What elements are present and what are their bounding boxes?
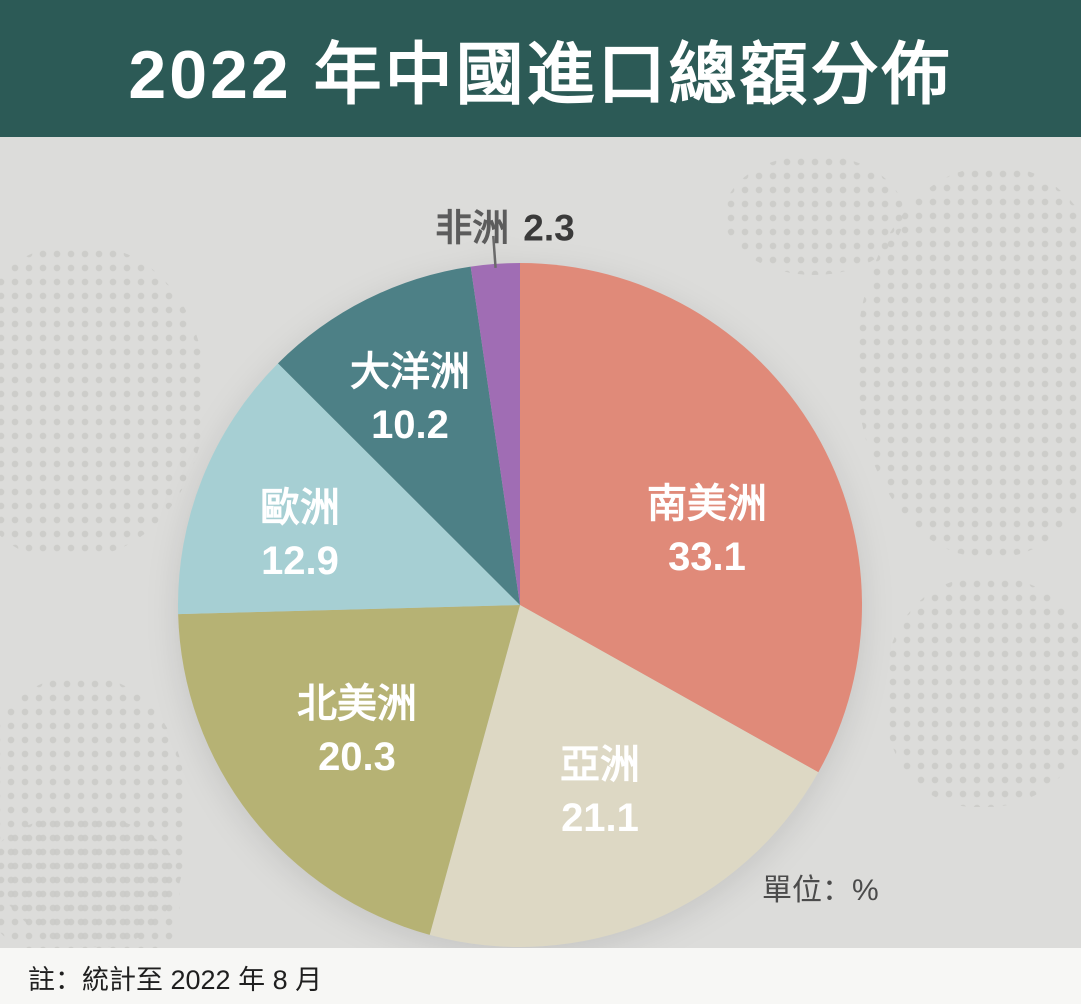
page-title: 2022 年中國進口總額分佈 — [128, 37, 953, 113]
slice-label-south-america: 南美洲 33.1 — [647, 478, 767, 584]
slice-value: 10.2 — [371, 403, 449, 447]
slice-label-oceania: 大洋洲 10.2 — [350, 346, 470, 452]
slice-value: 20.3 — [318, 735, 396, 779]
slice-value: 2.3 — [523, 207, 575, 249]
map-dots-patch — [724, 155, 904, 275]
map-dots-patch — [886, 577, 1081, 807]
pie-chart — [178, 235, 863, 948]
footer: 註：統計至 2022 年 8 月 資料來源：中國海關總署 — [0, 948, 1081, 1004]
pie-slice-2 — [178, 605, 520, 935]
leader-line-africa — [492, 235, 497, 268]
map-dots-patch — [0, 247, 206, 557]
pie-slice-3 — [178, 363, 520, 615]
slice-label-north-america: 北美洲 20.3 — [297, 678, 417, 784]
slice-label-asia: 亞洲 21.1 — [560, 739, 640, 845]
footnote: 註：統計至 2022 年 8 月 — [28, 965, 323, 995]
pie-slice-4 — [277, 266, 520, 605]
slice-value: 12.9 — [261, 539, 339, 583]
slice-name: 歐洲 — [260, 485, 340, 530]
slice-name: 亞洲 — [560, 742, 640, 787]
unit-label: 單位：% — [762, 874, 879, 907]
slice-label-africa: 非洲 2.3 — [435, 203, 574, 252]
slice-name: 非洲 — [435, 207, 510, 249]
footnote-source: 資料來源：中國海關總署 — [28, 998, 325, 1004]
pie-slice-0 — [520, 263, 863, 773]
header-banner: 2022 年中國進口總額分佈 — [0, 0, 1081, 137]
chart-area: 南美洲 33.1 亞洲 21.1 北美洲 20.3 歐洲 12.9 大洋洲 10… — [0, 137, 1081, 948]
slice-value: 33.1 — [668, 535, 746, 579]
slice-label-europe: 歐洲 12.9 — [260, 482, 340, 588]
map-dots-patch — [0, 817, 180, 948]
pie-slice-1 — [429, 605, 819, 948]
slice-value: 21.1 — [561, 796, 639, 840]
slice-name: 南美洲 — [647, 481, 767, 526]
pie-slice-5 — [470, 263, 520, 605]
slice-name: 大洋洲 — [350, 349, 470, 394]
slice-name: 北美洲 — [297, 681, 417, 726]
